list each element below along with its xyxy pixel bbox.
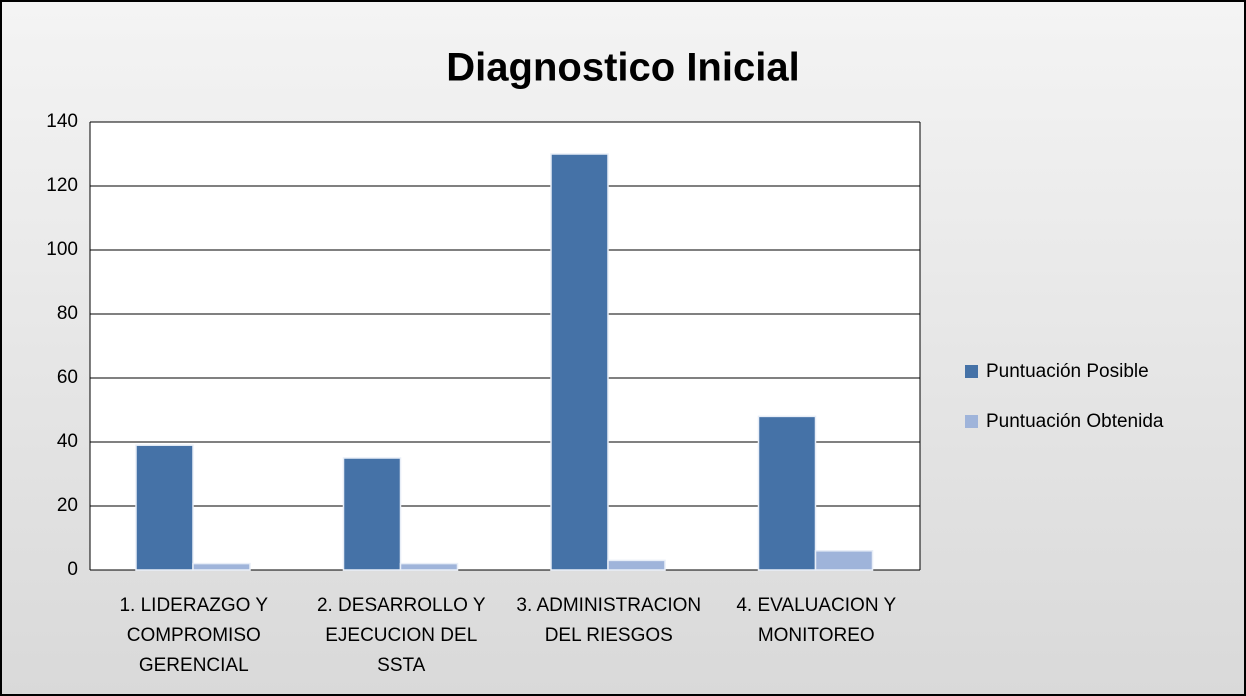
x-tick-label: 4. EVALUACION Y MONITOREO	[736, 595, 897, 646]
bar	[135, 444, 194, 571]
legend-label: Puntuación Posible	[986, 361, 1149, 382]
bar	[757, 415, 817, 571]
legend-swatch	[965, 415, 978, 428]
legend-swatch	[965, 365, 978, 378]
bar	[192, 562, 251, 571]
y-tick-label: 40	[57, 431, 78, 452]
y-tick-label: 60	[57, 367, 78, 388]
x-tick-label: 1. LIDERAZGO Y COMPROMISO GERENCIAL	[119, 595, 269, 676]
bar	[607, 559, 666, 571]
bar	[399, 562, 459, 571]
bar	[550, 153, 609, 571]
bar	[342, 457, 402, 571]
x-tick-label: 3. ADMINISTRACION DEL RIESGOS	[516, 595, 702, 646]
chart-title: Diagnostico Inicial	[446, 46, 799, 90]
bar	[814, 550, 874, 571]
y-tick-label: 100	[46, 239, 78, 260]
y-tick-label: 120	[46, 175, 78, 196]
y-tick-label: 20	[57, 495, 78, 516]
y-tick-label: 80	[57, 303, 78, 324]
y-tick-label: 140	[46, 111, 78, 132]
legend-label: Puntuación Obtenida	[986, 411, 1164, 432]
y-tick-label: 0	[67, 559, 78, 580]
x-tick-label: 2. DESARROLLO Y EJECUCION DEL SSTA	[316, 595, 486, 676]
